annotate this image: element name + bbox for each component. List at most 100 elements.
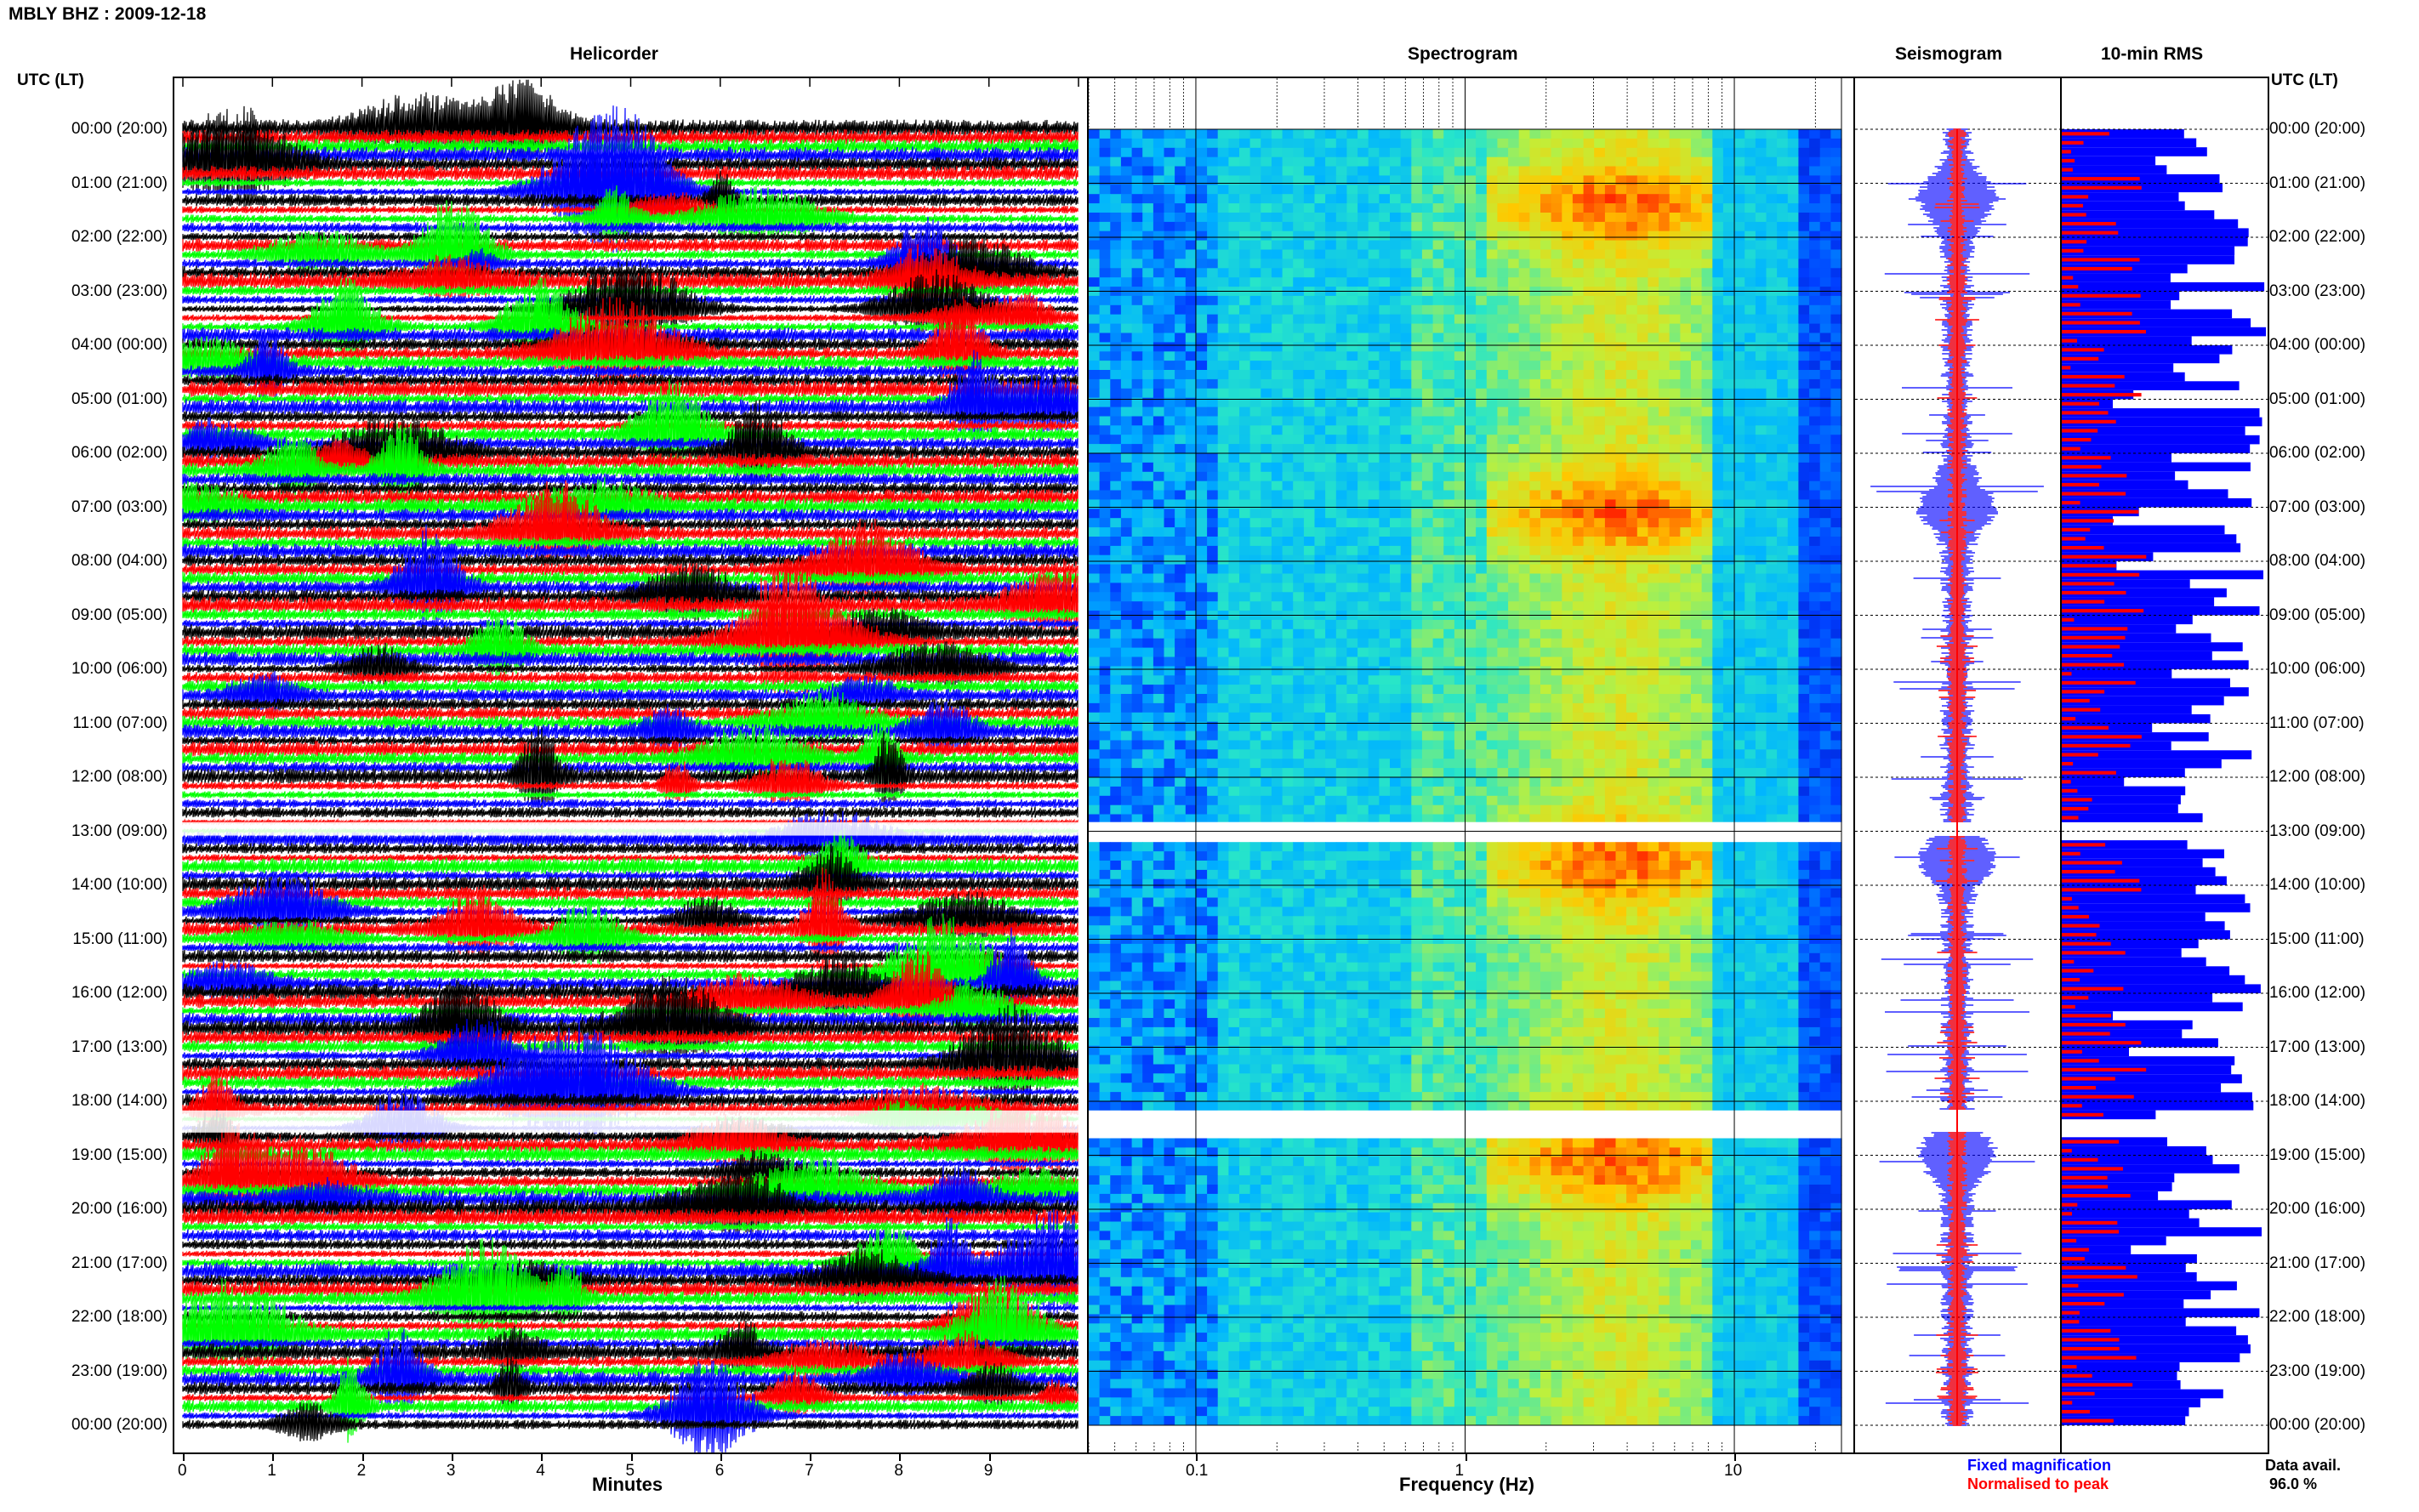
spectrogram-cell	[1615, 378, 1627, 389]
spectrogram-cell	[1400, 268, 1412, 278]
spectrogram-cell	[1099, 462, 1111, 473]
spectrogram-cell	[1110, 628, 1122, 639]
spectrogram-cell	[1120, 638, 1133, 649]
spectrogram-cell	[1680, 388, 1692, 399]
spectrogram-cell	[1293, 647, 1305, 657]
spectrogram-cell	[1411, 638, 1423, 649]
time-label-left: 11:00 (07:00)	[72, 713, 168, 732]
spectrogram-cell	[1175, 249, 1187, 259]
spectrogram-cell	[1239, 471, 1251, 482]
spectrogram-cell	[1766, 453, 1778, 463]
spectrogram-cell	[1626, 537, 1638, 547]
spectrogram-cell	[1261, 554, 1272, 566]
spectrogram-cell	[1777, 342, 1789, 352]
spectrogram-cell	[1722, 740, 1735, 750]
spectrogram-cell	[1529, 240, 1541, 250]
spectrogram-cell	[1604, 638, 1617, 649]
spectrogram-cell	[1411, 675, 1423, 685]
spectrogram-cell	[1648, 527, 1659, 537]
spectrogram-cell	[1164, 462, 1175, 473]
spectrogram-cell	[1659, 295, 1671, 306]
spectrogram-cell	[1615, 509, 1627, 519]
spectrogram-cell	[1379, 129, 1391, 139]
spectrogram-cell	[1217, 537, 1229, 547]
spectrogram-cell	[1314, 295, 1326, 306]
seismogram-title: Seismogram	[1895, 44, 2003, 64]
spectrogram-cell	[1228, 185, 1240, 195]
spectrogram-cell	[1572, 702, 1585, 713]
spectrogram-cell	[1346, 583, 1358, 593]
spectrogram-cell	[1486, 518, 1498, 528]
spectrogram-cell	[1680, 453, 1692, 463]
time-label-left: 20:00 (16:00)	[71, 1200, 168, 1218]
spectrogram-cell	[1733, 453, 1745, 463]
spectrogram-cell	[1099, 666, 1111, 676]
spectrogram-cell	[1636, 490, 1648, 500]
spectrogram-cell	[1648, 702, 1659, 713]
spectrogram-cell	[1217, 518, 1229, 528]
spectrogram-cell	[1293, 749, 1305, 759]
spectrogram-cell	[1120, 702, 1133, 713]
spectrogram-cell	[1572, 342, 1585, 352]
spectrogram-cell	[1454, 425, 1466, 435]
spectrogram-cell	[1540, 213, 1552, 223]
spectrogram-cell	[1722, 545, 1735, 556]
spectrogram-cell	[1830, 166, 1842, 176]
spectrogram-cell	[1486, 203, 1498, 213]
spectrogram-cell	[1712, 592, 1724, 602]
spectrogram-cell	[1680, 712, 1692, 723]
spectrogram-cell	[1217, 592, 1229, 602]
spectrogram-cell	[1626, 721, 1638, 732]
spectrogram-cell	[1636, 564, 1648, 574]
spectrogram-cell	[1518, 462, 1530, 473]
spectrogram-cell	[1529, 638, 1541, 649]
spectrogram-cell	[1185, 147, 1197, 158]
spectrogram-cell	[1120, 129, 1133, 139]
spectrogram-cell	[1476, 740, 1488, 750]
spectrogram-cell	[1497, 564, 1509, 574]
spectrogram-cell	[1421, 444, 1434, 454]
spectrogram-cell	[1572, 628, 1585, 639]
spectrogram-cell	[1551, 213, 1562, 223]
spectrogram-cell	[1421, 545, 1434, 556]
spectrogram-cell	[1282, 490, 1294, 500]
spectrogram-cell	[1798, 518, 1810, 528]
spectrogram-cell	[1669, 462, 1681, 473]
spectrogram-cell	[1572, 545, 1585, 556]
spectrogram-cell	[1443, 388, 1455, 399]
spectrogram-cell	[1497, 730, 1509, 741]
spectrogram-cell	[1830, 397, 1842, 408]
spectrogram-cell	[1787, 314, 1799, 325]
spectrogram-cell	[1261, 203, 1272, 213]
spectrogram-cell	[1325, 175, 1337, 185]
spectrogram-cell	[1249, 730, 1261, 741]
spectrogram-cell	[1400, 314, 1412, 325]
spectrogram-cell	[1497, 333, 1509, 343]
spectrogram-cell	[1712, 537, 1724, 547]
spectrogram-cell	[1282, 156, 1294, 168]
spectrogram-cell	[1562, 490, 1574, 500]
spectrogram-cell	[1142, 351, 1154, 361]
spectrogram-cell	[1604, 601, 1617, 611]
spectrogram-cell	[1207, 194, 1219, 204]
spectrogram-cell	[1228, 657, 1240, 667]
spectrogram-cell	[1745, 619, 1756, 630]
spectrogram-cell	[1142, 601, 1154, 611]
spectrogram-cell	[1669, 647, 1681, 657]
spectrogram-cell	[1722, 573, 1735, 583]
spectrogram-cell	[1153, 156, 1165, 168]
spectrogram-cell	[1766, 628, 1778, 639]
spectrogram-cell	[1089, 333, 1101, 343]
spectrogram-cell	[1518, 304, 1530, 315]
spectrogram-cell	[1368, 471, 1380, 482]
spectrogram-cell	[1809, 554, 1821, 566]
spectrogram-cell	[1604, 712, 1617, 723]
spectrogram-cell	[1572, 416, 1585, 426]
spectrogram-cell	[1164, 730, 1175, 741]
spectrogram-cell	[1443, 694, 1455, 704]
spectrogram-cell	[1755, 203, 1767, 213]
spectrogram-cell	[1648, 564, 1659, 574]
spectrogram-cell	[1777, 628, 1789, 639]
spectrogram-cell	[1540, 342, 1552, 352]
spectrogram-cell	[1185, 712, 1197, 723]
